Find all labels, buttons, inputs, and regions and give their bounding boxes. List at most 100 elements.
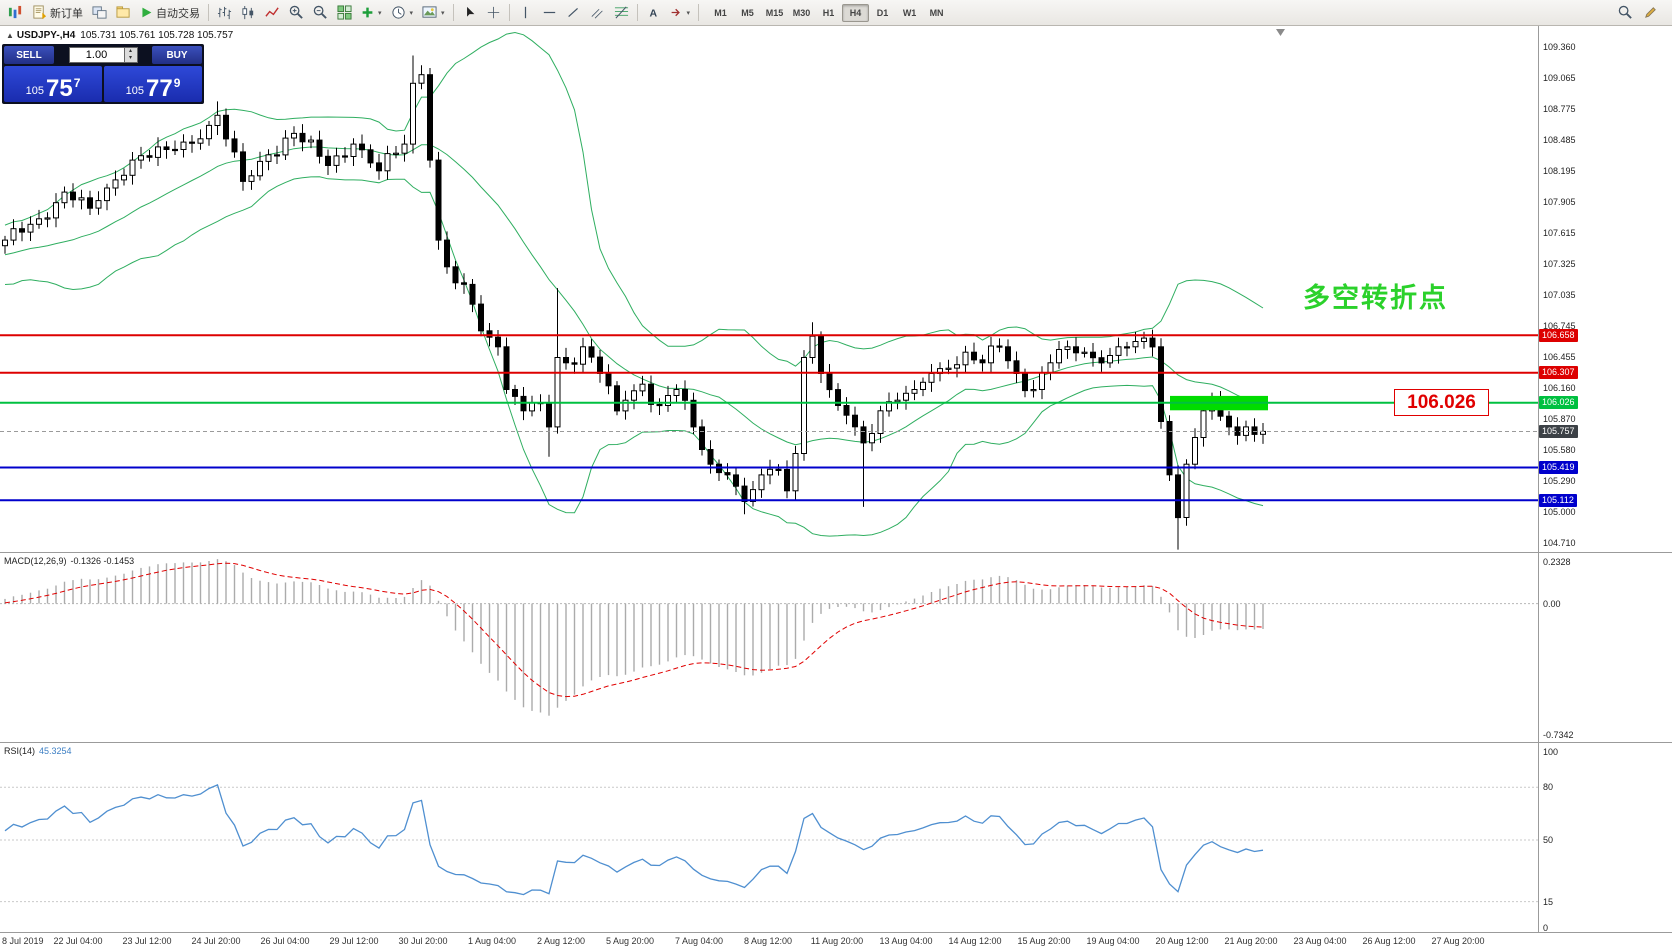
sell-price[interactable]: 105 75 7 [4,66,102,102]
candle-body [461,282,467,285]
candle-body [690,399,697,428]
crosshair-button[interactable] [482,2,505,23]
timeframe-h1[interactable]: H1 [822,7,835,18]
candle-body [801,357,807,454]
candle-body [928,373,935,383]
toolbar-separator [698,4,700,21]
timeframe-m15[interactable]: M15 [765,7,784,18]
candle-body [418,74,425,84]
bar-chart-button[interactable] [213,2,236,23]
templates-icon [422,5,437,20]
zoom-in-button[interactable] [285,2,308,23]
timeframe-w1[interactable]: W1 [902,7,917,18]
candle-body [333,155,340,166]
horizontal-line-button[interactable] [538,2,561,23]
chart-annotation[interactable]: 多空转折点 [1303,283,1448,313]
candle-body [622,399,629,412]
line-chart-button[interactable] [261,2,284,23]
buy-price[interactable]: 105 77 9 [104,66,202,102]
timeframe-d1[interactable]: D1 [876,7,889,18]
volume-up-button[interactable]: ▴ [128,48,132,54]
candle-body [1098,357,1105,364]
zoom-out-button[interactable] [309,2,332,23]
candle-body [274,154,280,157]
timeframe-m5[interactable]: M5 [741,7,754,18]
templates-button[interactable]: ▾ [418,2,449,23]
volume-down-button[interactable]: ▾ [128,55,132,61]
periods-button[interactable]: ▾ [387,2,418,23]
candle-body [1047,362,1054,374]
timeframe-m1[interactable]: M1 [714,7,727,18]
candle-body [1226,415,1232,428]
fibonacci-button[interactable] [610,2,633,23]
toolbar-separator [208,4,209,21]
channel-button[interactable] [586,2,609,23]
autotrade-icon [140,6,153,19]
buy-price-sup: 9 [173,76,181,90]
candle-body [614,385,620,412]
candle-body [554,357,561,428]
candle-body [1124,346,1130,349]
vertical-line-button[interactable] [514,2,537,23]
candlestick-button[interactable] [237,2,260,23]
arrows-button[interactable]: ▾ [666,2,695,23]
collapse-arrow-icon[interactable]: ▲ [6,31,14,40]
candle-body [758,474,765,491]
candle-body [393,152,399,155]
candle-body [129,159,136,176]
text-button[interactable]: A [642,2,665,23]
candle-body [291,132,297,139]
candle-body [673,389,680,396]
candle-body [512,389,518,397]
candle-body [231,138,238,153]
charts-button[interactable] [88,2,111,23]
candle-body [503,346,510,390]
candle-body [665,395,671,406]
tile-windows-icon [337,5,352,20]
candle-body [265,154,272,162]
arrows-icon [670,6,683,19]
chart-shift-marker[interactable] [1276,29,1285,36]
toolbar-separator [452,4,454,21]
symbol-ohlc: 105.731 105.761 105.728 105.757 [80,30,234,41]
profiles-button[interactable] [112,2,135,23]
candle-body [1141,337,1147,343]
cursor-button[interactable] [458,2,481,23]
fibonacci-icon [614,5,629,20]
new-order-button[interactable]: 新订单 [28,2,87,23]
indicators-icon [361,6,374,19]
timeframe-mn[interactable]: MN [929,7,944,18]
volume-input[interactable] [68,47,125,63]
channel-icon [591,6,604,19]
candle-body [316,139,323,157]
toolbar-right [1614,2,1668,23]
price-callout[interactable]: 106.026 [1394,389,1489,416]
dropdown-arrow-icon: ▾ [686,9,691,17]
sell-button[interactable]: SELL [4,46,54,64]
candle-body [1115,346,1122,356]
candle-body [427,74,433,161]
candle-body [444,239,450,268]
chart-window-icon[interactable] [4,2,27,23]
candle-body [775,468,782,471]
candle-body [435,159,442,241]
quick-edit-button[interactable] [1639,2,1662,23]
search-button[interactable] [1614,2,1637,23]
candle-body [648,383,654,405]
bollinger-upper-band [4,31,1264,367]
tile-windows-button[interactable] [333,2,356,23]
timeframe-m30[interactable]: M30 [792,7,811,18]
trendline-button[interactable] [562,2,585,23]
candle-body [95,200,102,209]
candle-body [809,335,816,359]
svg-text:A: A [649,8,657,19]
line-chart-icon [265,5,280,20]
timeframe-h4[interactable]: H4 [842,3,870,22]
indicators-button[interactable]: ▾ [357,2,386,23]
candle-body [826,373,833,391]
buy-button[interactable]: BUY [152,46,202,64]
autotrade-button[interactable]: 自动交易 [136,2,204,23]
candle-body [27,223,34,233]
candle-body [860,426,867,444]
